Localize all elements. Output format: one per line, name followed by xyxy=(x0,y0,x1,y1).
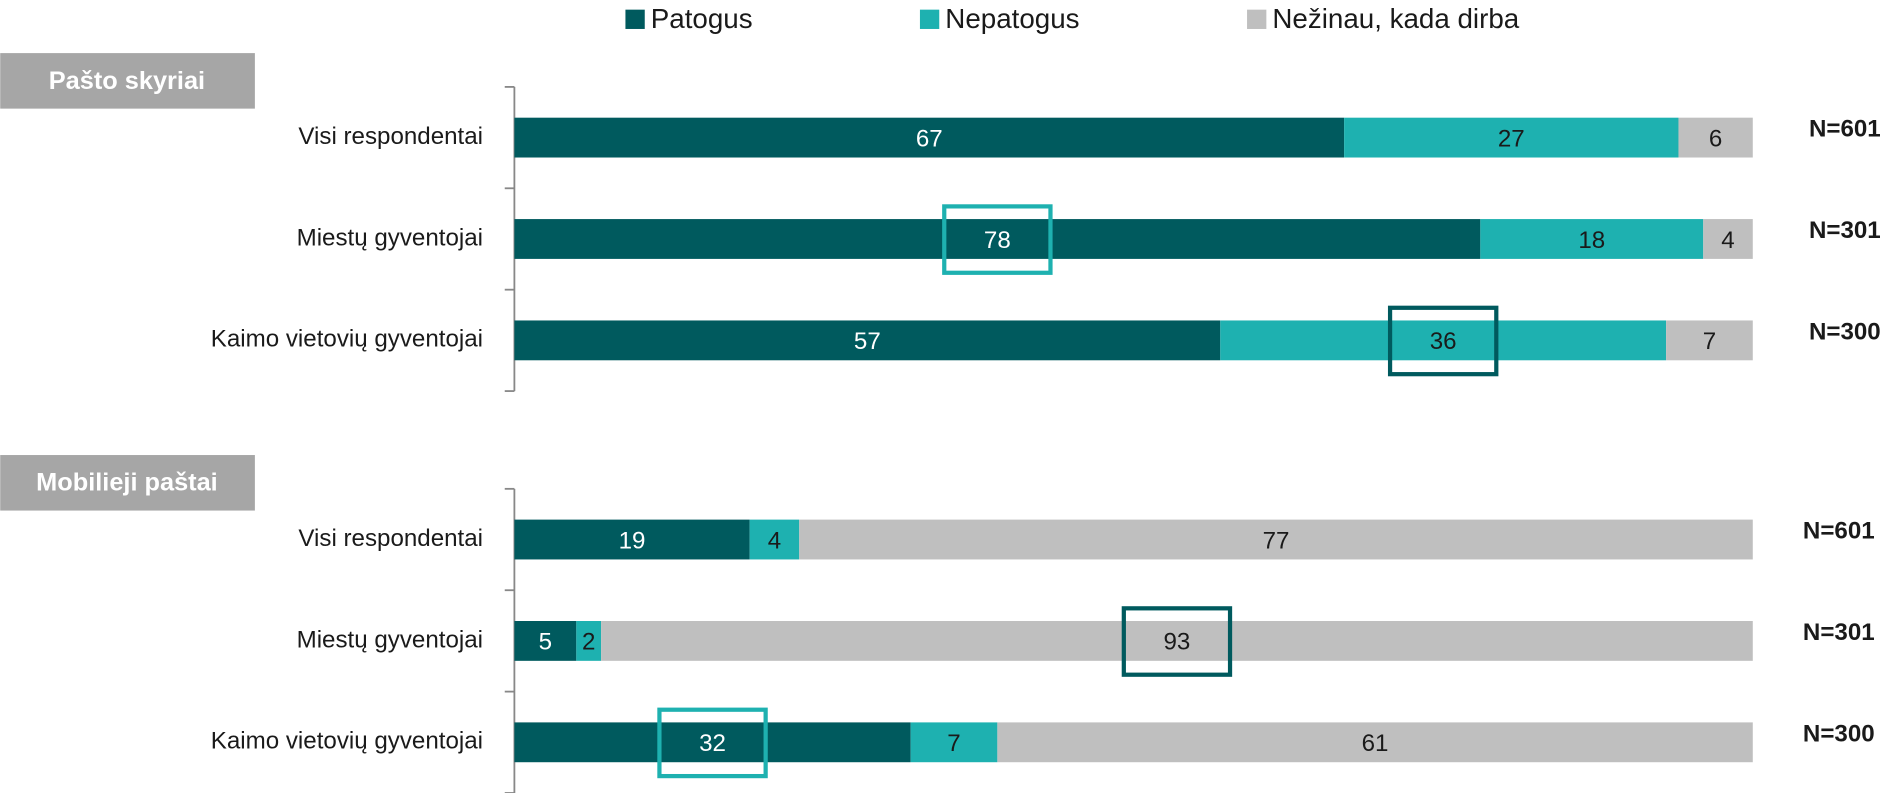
category-label: Visi respondentai xyxy=(298,525,483,552)
value-label: 36 xyxy=(1430,328,1457,355)
value-label: 19 xyxy=(619,527,646,554)
legend-label: Nežinau, kada dirba xyxy=(1272,3,1519,34)
legend-swatch xyxy=(919,9,940,29)
group-label-box xyxy=(0,53,255,109)
group-label-box xyxy=(0,455,255,511)
highlight-box xyxy=(657,707,768,779)
group-label: Pašto skyriai xyxy=(49,67,205,95)
value-label: 4 xyxy=(768,527,781,554)
value-label: 6 xyxy=(1709,125,1722,152)
bar-segment xyxy=(514,219,1481,259)
bar-segment xyxy=(1678,117,1753,158)
bar-segment xyxy=(514,117,1345,158)
value-label: 27 xyxy=(1498,125,1525,152)
legend-label: Nepatogus xyxy=(945,3,1079,34)
bar-segment xyxy=(514,621,577,661)
group-label: Mobilieji paštai xyxy=(36,469,218,497)
bar-segment xyxy=(749,519,800,560)
value-label: 61 xyxy=(1362,730,1389,757)
n-label: N=601 xyxy=(1809,116,1881,143)
bar-segment xyxy=(799,519,1753,560)
value-label: 7 xyxy=(1703,328,1716,355)
legend-swatch xyxy=(1247,9,1267,29)
category-label: Miestų gyventojai xyxy=(297,626,483,653)
bar-segment xyxy=(514,519,750,560)
n-label: N=300 xyxy=(1803,720,1875,747)
n-label: N=301 xyxy=(1809,217,1881,244)
category-label: Miestų gyventojai xyxy=(297,224,483,251)
bar-segment xyxy=(1703,219,1753,259)
highlight-box xyxy=(1121,606,1233,677)
n-label: N=300 xyxy=(1809,319,1881,346)
bar-segment xyxy=(1666,320,1753,361)
value-label: 18 xyxy=(1578,227,1605,254)
highlight-box xyxy=(1387,305,1499,377)
value-label: 4 xyxy=(1721,227,1734,254)
value-label: 78 xyxy=(984,227,1011,254)
bar-segment xyxy=(601,621,1753,661)
value-label: 32 xyxy=(699,730,726,757)
bar-segment xyxy=(576,621,602,661)
bar-segment xyxy=(1344,117,1679,158)
value-label: 5 xyxy=(539,629,552,656)
value-label: 7 xyxy=(947,730,960,757)
bar-segment xyxy=(997,722,1753,763)
value-label: 2 xyxy=(582,629,595,656)
bar-segment xyxy=(910,722,998,763)
bar-segment xyxy=(1480,219,1704,259)
n-label: N=301 xyxy=(1803,619,1875,646)
value-label: 57 xyxy=(854,328,881,355)
bar-segment xyxy=(514,320,1221,361)
value-label: 93 xyxy=(1164,629,1191,656)
legend-label: Patogus xyxy=(651,3,753,34)
category-label: Kaimo vietovių gyventojai xyxy=(211,728,483,755)
category-label: Visi respondentai xyxy=(298,123,483,150)
value-label: 67 xyxy=(916,125,943,152)
highlight-box xyxy=(942,204,1053,275)
legend-swatch xyxy=(625,9,645,29)
n-label: N=601 xyxy=(1803,518,1875,545)
category-label: Kaimo vietovių gyventojai xyxy=(211,326,483,353)
value-label: 77 xyxy=(1263,527,1290,554)
bar-segment xyxy=(1220,320,1667,361)
bar-segment xyxy=(514,722,911,763)
